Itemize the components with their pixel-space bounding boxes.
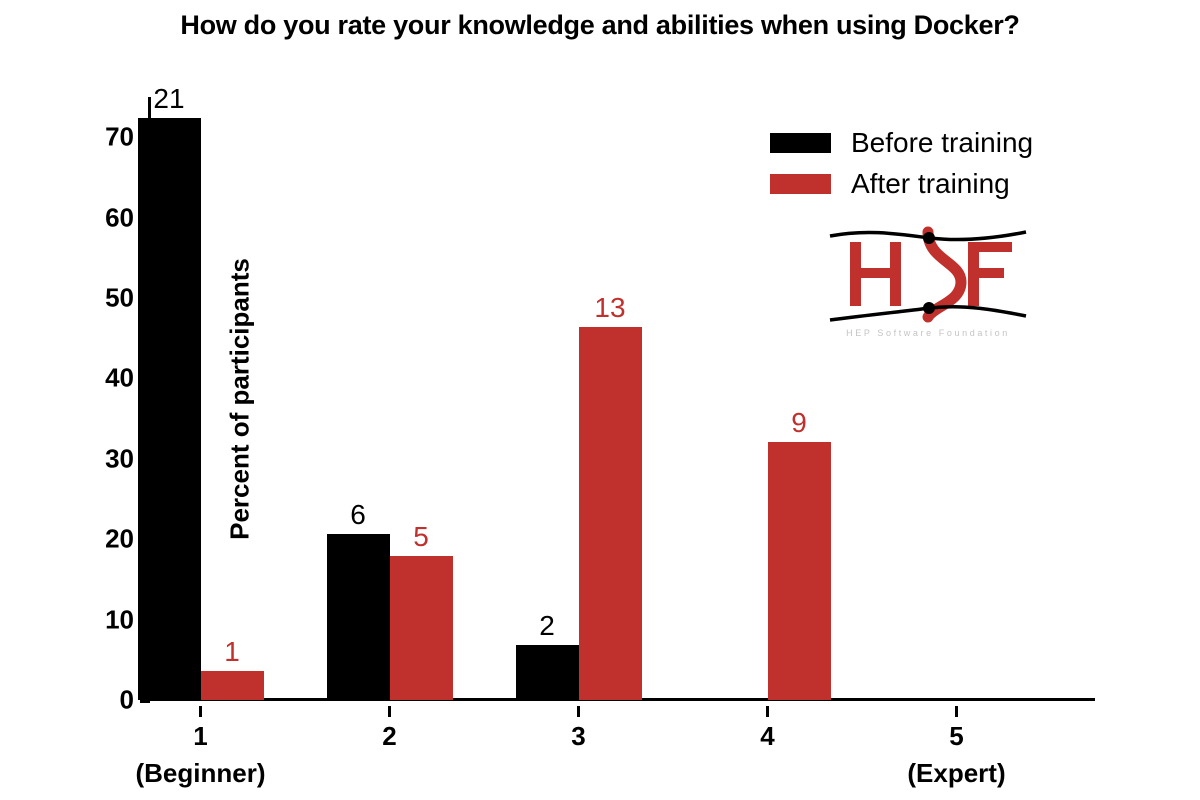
x-tick-label: 2 [382, 721, 397, 751]
hsf-logo: HEP Software Foundation [828, 220, 1028, 350]
bar-value-label: 1 [224, 636, 240, 668]
legend-swatch [770, 173, 831, 194]
x-tick-mark [388, 706, 391, 717]
bar-value-label: 6 [350, 498, 366, 530]
legend-swatch [770, 132, 831, 153]
y-tick-label: 0 [119, 684, 134, 715]
x-tick-label: 4 [760, 721, 775, 751]
x-tick-mark [766, 706, 769, 717]
y-tick-label: 70 [105, 121, 134, 152]
y-tick-label: 40 [105, 362, 134, 393]
plot-area: Percent of participants 0 10 20 30 40 50 60 70 … [105, 83, 1095, 788]
hsf-logo-caption: HEP Software Foundation [846, 328, 1010, 338]
x-tick-mark [577, 706, 580, 717]
bar-before-training-1[interactable]: 21 [137, 83, 201, 700]
x-tick-sublabel: (Expert) [907, 758, 1006, 788]
bar-value-label: 13 [594, 291, 626, 323]
page-title: How do you rate your knowledge and abili… [180, 10, 1020, 40]
bar-value-label: 9 [791, 406, 807, 438]
x-tick-label: 3 [571, 721, 586, 751]
bar-after-training-3[interactable]: 13 [578, 292, 642, 700]
bar-value-label: 5 [413, 521, 429, 553]
hsf-logo-mark [829, 226, 1027, 323]
bar-value-label: 2 [539, 609, 555, 641]
y-tick-label: 10 [105, 604, 134, 635]
y-axis-label: Percent of participants [224, 257, 255, 540]
y-tick-label: 20 [105, 523, 134, 554]
legend-item-before-training[interactable]: Before training [770, 122, 1033, 163]
y-tick-mark [140, 700, 150, 703]
legend: Before training After training [770, 122, 1033, 204]
y-tick-label: 50 [105, 282, 134, 313]
legend-item-after-training[interactable]: After training [770, 163, 1033, 204]
x-tick-mark [199, 706, 202, 717]
x-tick-mark [955, 706, 958, 717]
legend-label: After training [851, 167, 1010, 199]
bar-after-training-1[interactable]: 1 [200, 636, 264, 700]
y-tick-label: 60 [105, 202, 134, 233]
bar-after-training-4[interactable]: 9 [767, 407, 831, 700]
legend-label: Before training [851, 126, 1034, 158]
x-tick-sublabel: (Beginner) [135, 758, 266, 788]
bar-before-training-2[interactable]: 6 [326, 499, 390, 700]
x-tick-label: 5 [949, 721, 964, 751]
bar-value-label: 21 [153, 82, 185, 114]
bar-after-training-2[interactable]: 5 [389, 521, 453, 700]
x-tick-label: 1 [193, 721, 208, 751]
bar-before-training-3[interactable]: 2 [515, 610, 579, 700]
y-tick-label: 30 [105, 443, 134, 474]
